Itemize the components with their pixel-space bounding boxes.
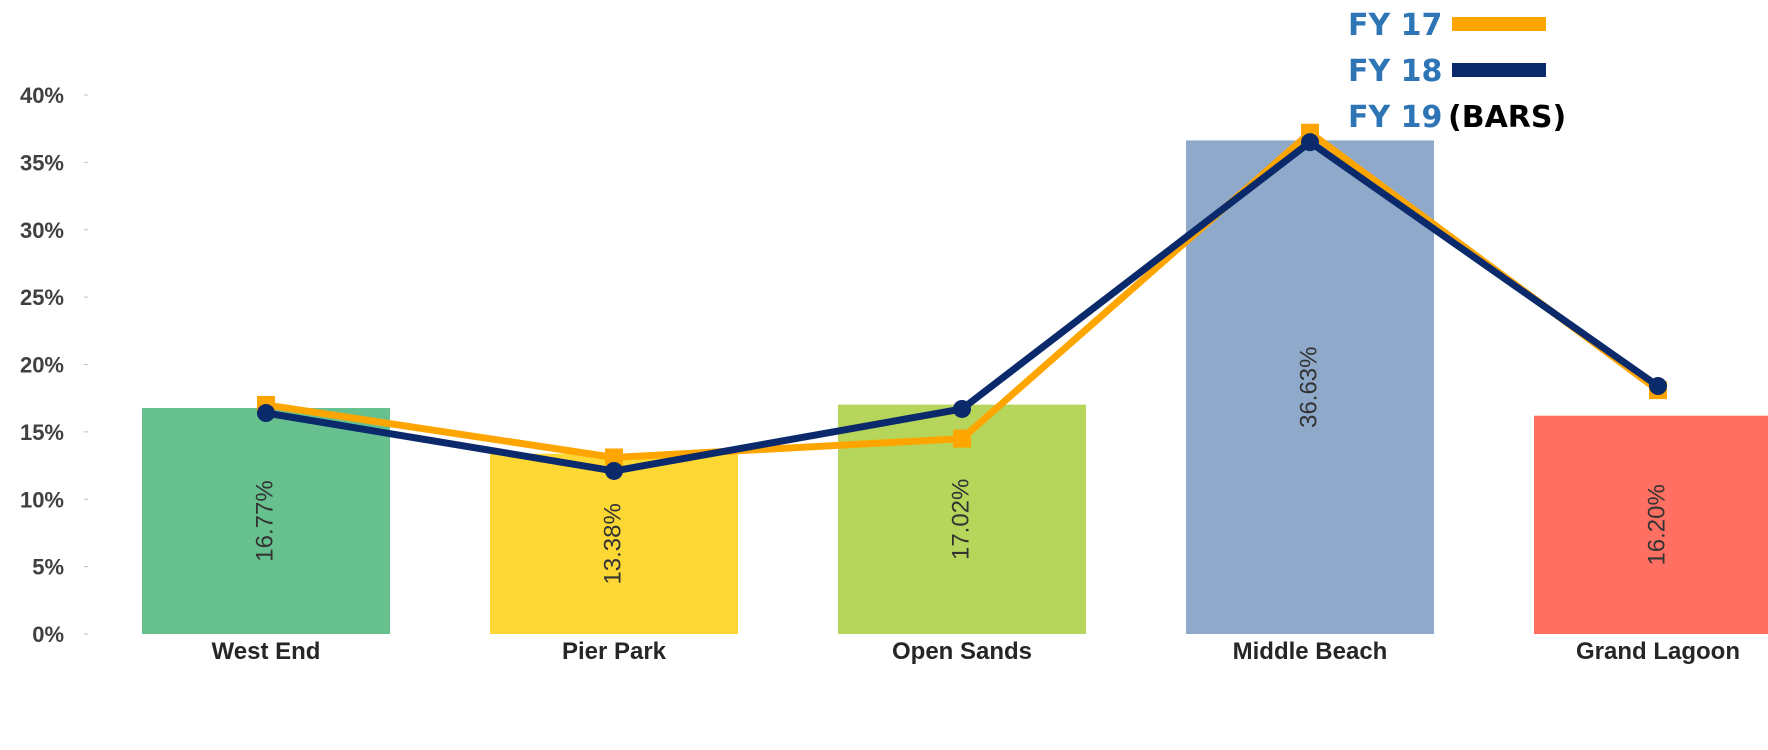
bar-value-label: 16.20%: [1643, 484, 1670, 565]
line-point: [605, 448, 623, 467]
y-axis: 0% 5% 10% 15% 20% 25% 30% 35% 40%: [20, 83, 88, 647]
bars: 16.77% 13.38% 17.02% 36.63% 16.20%: [142, 140, 1768, 634]
legend-swatch: [1452, 63, 1546, 77]
x-category-label: Open Sands: [892, 638, 1032, 665]
bar-value-label: 36.63%: [1295, 347, 1322, 428]
line-point: [953, 429, 971, 448]
y-tick-label: 40%: [20, 83, 64, 108]
y-tick-label: 15%: [20, 420, 64, 445]
y-tick-label: 5%: [32, 555, 64, 580]
bar-value-label: 16.77%: [251, 480, 278, 561]
bar: [1186, 140, 1434, 634]
x-axis: West End Pier Park Open Sands Middle Beach G…: [212, 638, 1740, 665]
bar-value-label: 17.02%: [947, 479, 974, 560]
y-tick-label: 10%: [20, 487, 64, 512]
legend-label: FY 18: [1348, 54, 1442, 89]
line-point: [1649, 377, 1667, 396]
x-category-label: Grand Lagoon: [1576, 638, 1740, 665]
x-category-label: Pier Park: [562, 638, 667, 665]
line-point: [1301, 133, 1319, 152]
legend: FY 17 FY 18 FY 19 (BARS): [1348, 8, 1566, 135]
x-category-label: Middle Beach: [1233, 638, 1388, 665]
line-series: [257, 123, 1667, 480]
bar: [142, 408, 390, 634]
y-tick-label: 25%: [20, 285, 64, 310]
y-tick-label: 0%: [32, 622, 64, 647]
bar-value-label: 13.38%: [599, 503, 626, 584]
line-point: [605, 461, 623, 480]
legend-note: (BARS): [1448, 100, 1566, 135]
legend-swatch: [1452, 17, 1546, 31]
line-point: [257, 404, 275, 423]
y-tick-label: 20%: [20, 353, 64, 378]
bar: [1534, 415, 1768, 634]
legend-label: FY 17: [1348, 8, 1442, 43]
y-tick-label: 35%: [20, 150, 64, 175]
legend-label: FY 19: [1348, 100, 1442, 135]
x-category-label: West End: [212, 638, 321, 665]
y-tick-label: 30%: [20, 218, 64, 243]
bar: [490, 453, 738, 634]
line-point: [953, 399, 971, 418]
